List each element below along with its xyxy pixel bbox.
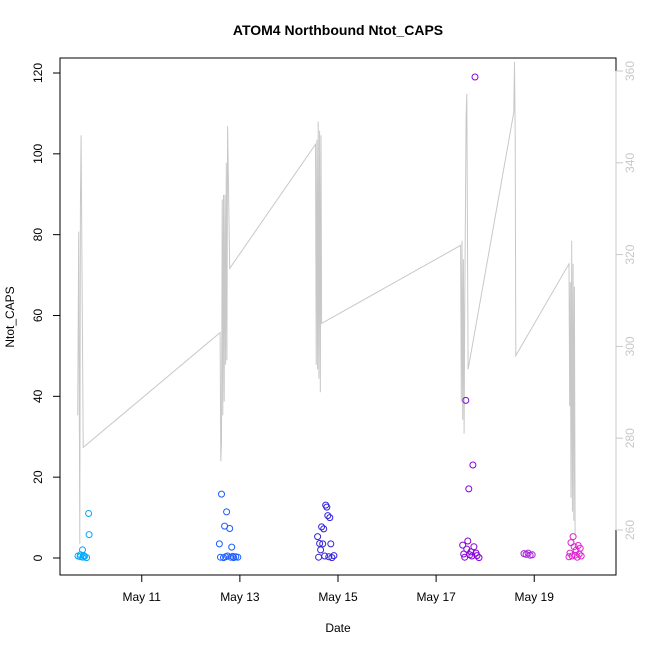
y-tick-label: 100 bbox=[31, 144, 45, 164]
x-axis-label: Date bbox=[325, 621, 351, 635]
data-point bbox=[471, 73, 479, 81]
data-point bbox=[576, 544, 584, 552]
y2-tick-label: 340 bbox=[623, 152, 637, 172]
points-layer bbox=[74, 73, 585, 562]
data-point bbox=[217, 553, 224, 561]
data-point bbox=[577, 552, 585, 560]
x-tick-label: May 17 bbox=[416, 590, 456, 604]
y-tick-label: 0 bbox=[31, 554, 45, 561]
y2-tick-label: 300 bbox=[623, 336, 637, 356]
y-tick-label: 40 bbox=[31, 389, 45, 403]
data-point bbox=[324, 512, 332, 520]
data-point bbox=[327, 540, 335, 548]
data-point bbox=[467, 548, 475, 556]
data-point bbox=[567, 539, 575, 547]
data-point bbox=[320, 525, 328, 533]
data-point bbox=[528, 551, 536, 559]
right-axis: 260 280 300 320 340 360 bbox=[615, 61, 637, 540]
data-point bbox=[473, 552, 481, 560]
right-axis-line-layer bbox=[77, 61, 576, 544]
data-point bbox=[568, 552, 576, 560]
chart-title: ATOM4 Northbound Ntot_CAPS bbox=[233, 22, 443, 38]
data-point bbox=[85, 510, 93, 517]
data-point bbox=[228, 543, 236, 551]
data-point bbox=[524, 549, 532, 557]
data-point bbox=[223, 508, 231, 516]
data-point bbox=[85, 531, 93, 539]
data-point bbox=[315, 553, 323, 561]
y2-tick-label: 320 bbox=[623, 244, 637, 264]
data-point bbox=[325, 553, 333, 561]
data-point bbox=[215, 540, 223, 548]
x-tick-label: May 13 bbox=[220, 590, 260, 604]
data-point bbox=[316, 540, 324, 547]
y2-tick-label: 280 bbox=[623, 428, 637, 448]
data-point bbox=[218, 490, 225, 498]
data-point bbox=[464, 537, 472, 545]
data-point bbox=[465, 485, 473, 493]
data-point bbox=[475, 554, 483, 562]
data-point bbox=[470, 543, 478, 551]
y-tick-label: 60 bbox=[31, 309, 45, 323]
data-point bbox=[326, 514, 334, 522]
x-tick-label: May 11 bbox=[123, 590, 162, 604]
y-tick-label: 80 bbox=[31, 228, 45, 242]
y2-tick-label: 260 bbox=[623, 520, 637, 540]
data-point bbox=[319, 540, 327, 548]
y-axis-label: Ntot_CAPS bbox=[3, 286, 17, 347]
data-point bbox=[459, 541, 467, 549]
x-tick-label: May 15 bbox=[318, 590, 358, 604]
data-point bbox=[318, 523, 326, 531]
data-point bbox=[323, 503, 331, 511]
data-point bbox=[328, 554, 336, 562]
y-tick-label: 120 bbox=[31, 63, 45, 83]
data-point bbox=[229, 552, 237, 560]
data-point bbox=[234, 553, 242, 561]
y-tick-label: 20 bbox=[31, 470, 45, 484]
data-point bbox=[317, 546, 325, 554]
data-point bbox=[569, 533, 577, 541]
data-point bbox=[83, 554, 91, 562]
y2-tick-label: 360 bbox=[623, 61, 637, 81]
data-point bbox=[462, 396, 470, 404]
data-point bbox=[469, 461, 477, 469]
data-point bbox=[321, 552, 329, 560]
bottom-axis: May 11 May 13 May 15 May 17 May 19 bbox=[123, 574, 555, 604]
x-tick-label: May 19 bbox=[515, 590, 555, 604]
data-point bbox=[314, 533, 322, 541]
data-point bbox=[226, 525, 234, 532]
right-axis-series-line bbox=[77, 61, 576, 544]
plot-frame bbox=[59, 57, 617, 576]
left-axis: 0 20 40 60 80 100 120 bbox=[31, 63, 61, 561]
data-point bbox=[330, 552, 338, 560]
